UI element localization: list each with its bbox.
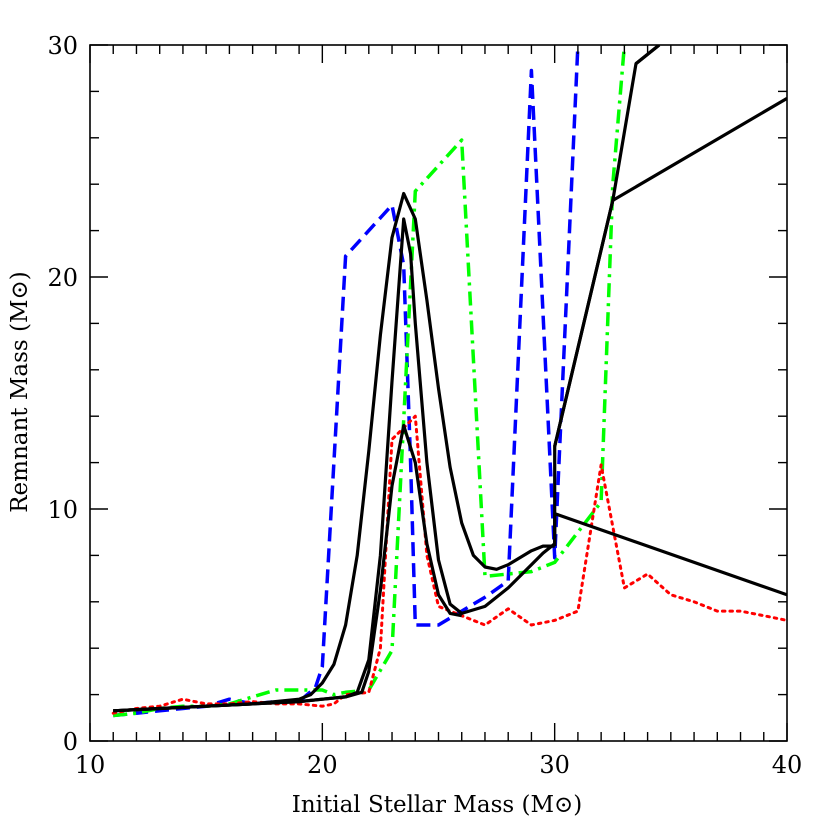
series-line-7-solid: [553, 97, 787, 547]
x-tick-label: 40: [772, 751, 803, 779]
labels-layer: Initial Stellar Mass (M⊙) Remnant Mass (…: [7, 271, 582, 818]
series-line-3-dotted: [111, 414, 787, 715]
x-tick-label: 10: [75, 751, 106, 779]
y-tick-label: 10: [47, 496, 78, 524]
x-tick-label: 30: [539, 751, 570, 779]
series-line-1-dashed: [113, 45, 580, 718]
series-line-6-solid: [113, 423, 463, 713]
x-tick-label: 20: [307, 751, 338, 779]
y-tick-label: 30: [47, 32, 78, 60]
series-line-4-solid: [113, 191, 555, 713]
series-line-9-solid: [634, 45, 661, 65]
y-axis-label: Remnant Mass (M⊙): [7, 271, 33, 513]
x-axis-label: Initial Stellar Mass (M⊙): [292, 792, 583, 818]
series-layer: [111, 45, 787, 718]
y-tick-label: 0: [63, 728, 78, 756]
series-line-10-solid: [553, 511, 787, 597]
y-tick-label: 20: [47, 264, 78, 292]
